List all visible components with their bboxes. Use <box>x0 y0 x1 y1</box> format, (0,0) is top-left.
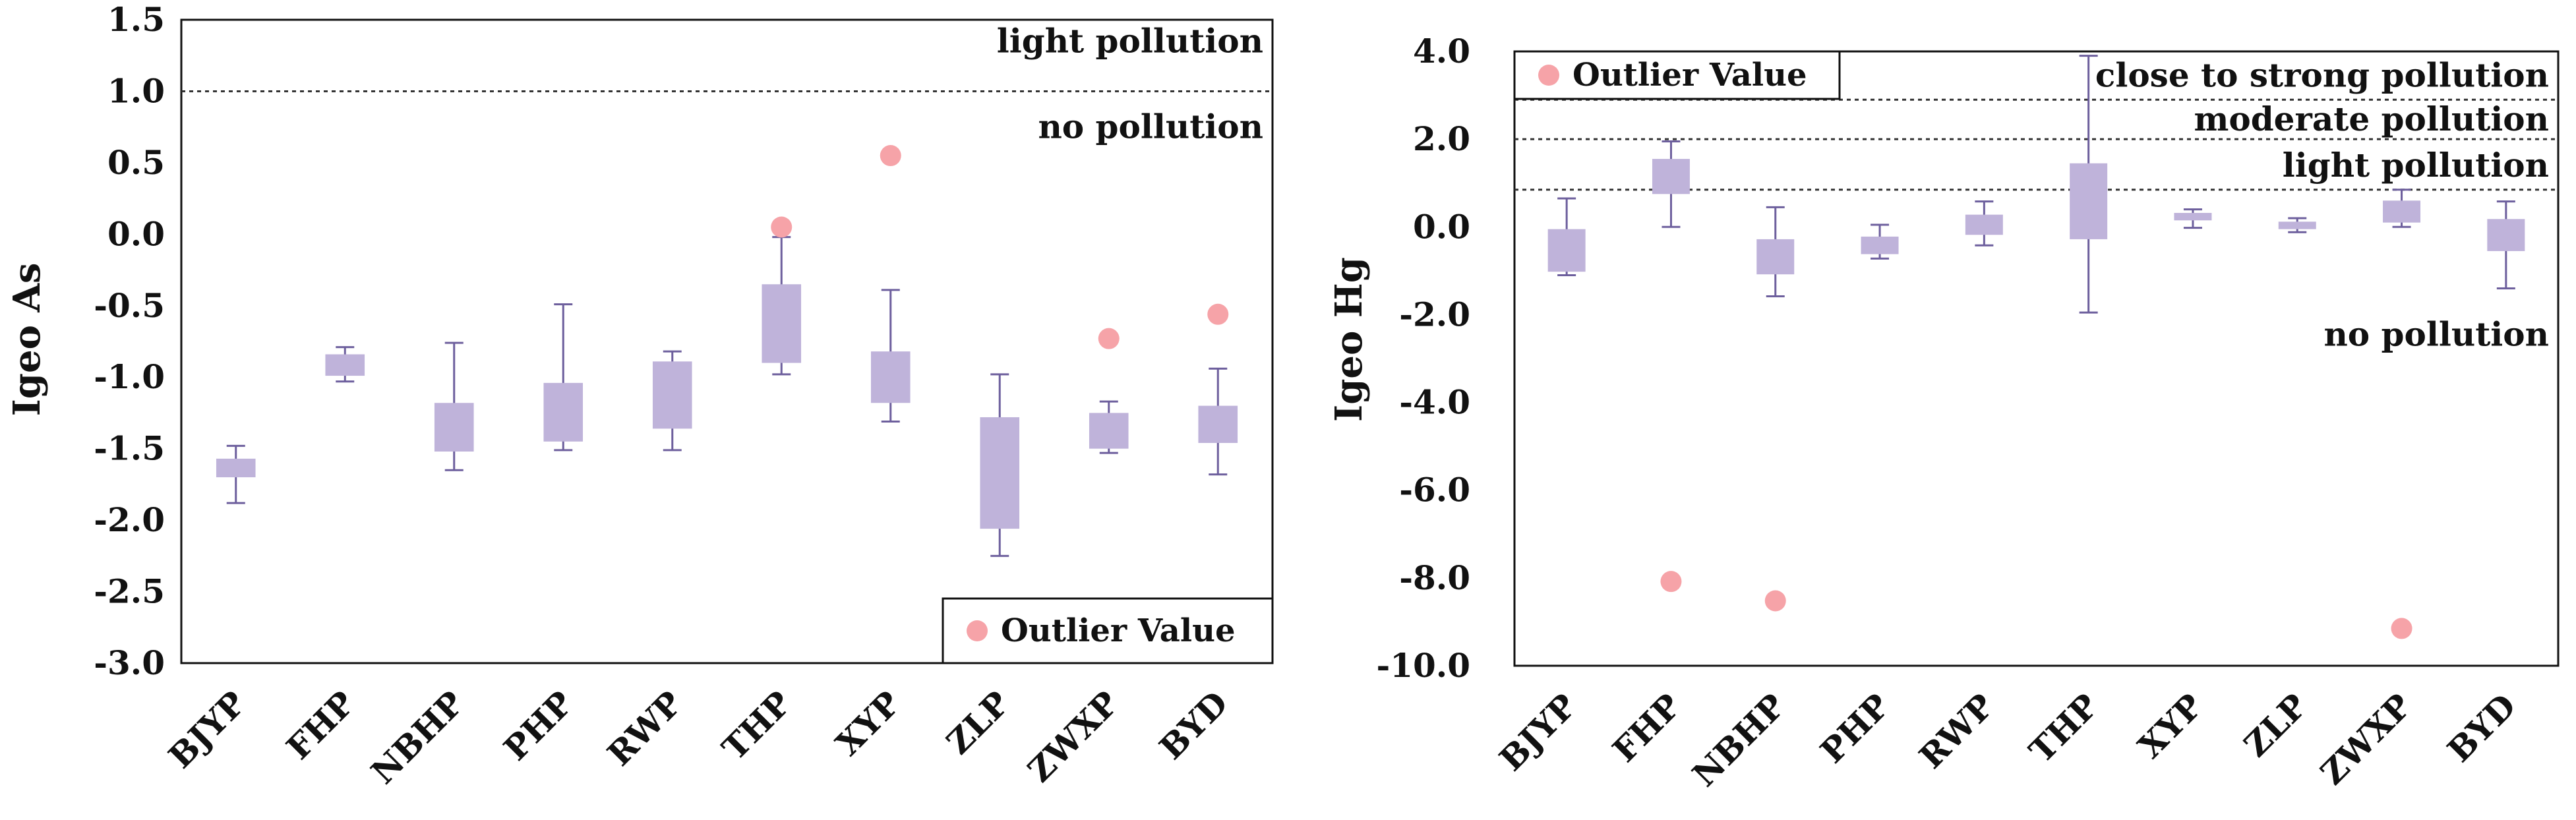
outlier-point-fhp <box>1660 571 1682 593</box>
box-fhp <box>1652 159 1690 194</box>
y-tick-label: -2.5 <box>94 572 165 611</box>
zone-label: no pollution <box>2323 314 2549 353</box>
x-tick-label: XYP <box>2130 686 2210 766</box>
outlier-point-byd <box>1207 303 1229 325</box>
x-tick-label: NBHP <box>1685 686 1793 794</box>
y-tick-label: -3.0 <box>94 643 165 682</box>
box-rwp <box>652 361 692 429</box>
zone-label: no pollution <box>1038 107 1263 146</box>
y-axis-label: Igeo Hg <box>1327 257 1371 422</box>
x-tick-label: BYD <box>1152 684 1236 767</box>
box-thp <box>2070 163 2108 239</box>
box-bjyp <box>1547 229 1586 272</box>
y-tick-label: -2.0 <box>94 500 165 539</box>
box-zwxp <box>1089 413 1129 449</box>
y-tick-label: -6.0 <box>1399 471 1470 510</box>
y-tick-label: 4.0 <box>1413 32 1470 71</box>
y-tick-label: -0.5 <box>94 286 165 325</box>
x-tick-label: THP <box>715 684 799 768</box>
outlier-point-nbhp <box>1764 590 1786 612</box>
legend-marker <box>1538 65 1559 86</box>
x-tick-label: ZLP <box>2236 686 2315 765</box>
x-tick-label: BYD <box>2440 686 2523 770</box>
y-tick-label: -4.0 <box>1399 383 1470 422</box>
box-byd <box>2487 219 2525 251</box>
x-tick-label: ZWXP <box>1020 684 1126 790</box>
y-tick-label: 2.0 <box>1413 119 1470 158</box>
plot-frame <box>1513 50 2560 667</box>
x-tick-label: NBHP <box>363 684 471 792</box>
legend-label: Outlier Value <box>1573 57 1807 94</box>
box-byd <box>1198 405 1238 443</box>
y-tick-label: -8.0 <box>1399 558 1470 597</box>
y-tick-label: 1.0 <box>107 71 165 110</box>
x-tick-label: FHP <box>279 684 363 767</box>
x-tick-label: ZWXP <box>2313 686 2419 792</box>
x-tick-label: PHP <box>496 684 580 768</box>
legend-label: Outlier Value <box>1001 612 1236 649</box>
x-tick-label: FHP <box>1605 686 1689 770</box>
x-tick-label: RWP <box>1911 686 2002 776</box>
box-nbhp <box>1756 239 1795 275</box>
y-tick-label: 0.5 <box>107 143 165 182</box>
box-xyp <box>870 351 911 403</box>
x-tick-label: RWP <box>600 684 690 774</box>
zone-label: light pollution <box>997 22 1263 61</box>
zone-label: moderate pollution <box>2194 100 2549 138</box>
y-tick-label: 0.0 <box>1413 207 1470 246</box>
y-tick-label: -1.0 <box>94 357 165 396</box>
zone-label: light pollution <box>2283 146 2549 185</box>
outlier-point-xyp <box>880 145 901 167</box>
x-tick-label: PHP <box>1812 686 1897 771</box>
y-tick-label: -2.0 <box>1399 295 1470 334</box>
box-rwp <box>1965 214 2003 235</box>
box-thp <box>762 284 802 363</box>
x-tick-label: BJYP <box>1491 686 1584 778</box>
x-tick-label: BJYP <box>161 684 253 776</box>
y-tick-label: -1.5 <box>94 429 165 468</box>
y-tick-label: -10.0 <box>1376 646 1470 685</box>
box-php <box>543 382 584 442</box>
outlier-point-thp <box>771 216 793 238</box>
x-tick-label: XYP <box>828 684 908 763</box>
outlier-point-zwxp <box>2391 618 2412 639</box>
outlier-point-zwxp <box>1098 328 1120 349</box>
y-axis-label: Igeo As <box>5 263 49 417</box>
plot-frame <box>180 18 1274 664</box>
box-fhp <box>325 354 365 376</box>
box-zwxp <box>2383 200 2421 223</box>
zone-label: close to strong pollution <box>2095 56 2549 95</box>
box-xyp <box>2174 212 2212 221</box>
box-bjyp <box>216 458 256 478</box>
box-php <box>1861 236 1899 254</box>
box-nbhp <box>434 403 474 452</box>
legend-box <box>1513 50 1841 100</box>
box-zlp <box>2278 221 2316 229</box>
y-tick-label: 1.5 <box>107 0 165 39</box>
legend-box <box>942 597 1274 664</box>
y-tick-label: 0.0 <box>107 214 165 253</box>
x-tick-label: ZLP <box>939 684 1017 762</box>
legend-marker <box>967 620 988 641</box>
box-zlp <box>980 417 1020 529</box>
x-tick-label: THP <box>2022 686 2106 771</box>
